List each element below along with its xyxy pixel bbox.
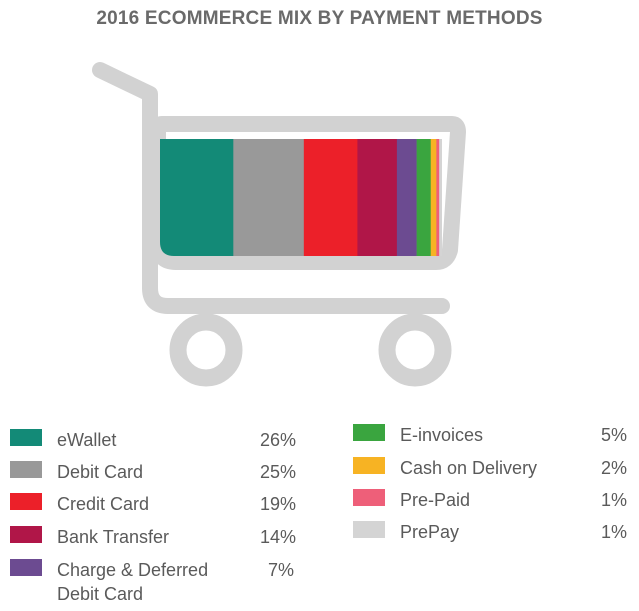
legend-label: Pre-Paid (400, 490, 471, 510)
legend-label: PrePay (400, 522, 460, 542)
legend-value: 1% (600, 490, 627, 510)
bar-segment-bank-transfer (357, 139, 398, 256)
legend-swatch (353, 521, 385, 538)
legend-swatch (10, 461, 42, 478)
chart-title: 2016 ECOMMERCE MIX BY PAYMENT METHODS (96, 8, 543, 29)
bar-segment-cash-on-delivery (430, 139, 437, 256)
legend-swatch (353, 424, 385, 441)
bar-segment-e-invoices (416, 139, 432, 256)
bar-segment-ewallet (160, 139, 234, 256)
legend-label: Debit Card (57, 462, 144, 482)
legend-value: 26% (259, 430, 296, 450)
legend-label: Credit Card (57, 494, 150, 514)
legend-label: Bank Transfer (57, 527, 170, 547)
legend-item-credit-card: Credit Card 19% (10, 492, 296, 518)
legend-value: 19% (259, 494, 296, 514)
cart-wheel-right (378, 313, 452, 387)
cart-frame (142, 160, 450, 314)
cart-basket (150, 116, 466, 270)
legend-item-debit-card: Debit Card 25% (10, 460, 296, 486)
legend-item-ewallet: eWallet 26% (10, 428, 296, 454)
legend-item-cash-on-delivery: Cash on Delivery 2% (353, 456, 627, 482)
stacked-bar (160, 139, 442, 256)
bar-segment-prepay (439, 139, 442, 256)
bar-segment-pre-paid (436, 139, 440, 256)
bar-segment-credit-card (303, 139, 358, 256)
legend-swatch (10, 559, 42, 576)
legend-item-charge-deferred-debit-card: Charge & Deferred Debit Card 7% (10, 558, 296, 604)
legend-swatch (10, 493, 42, 510)
cart-graphic (92, 62, 466, 387)
legend-item-prepay: PrePay 1% (353, 520, 627, 546)
cart-wheel-left (169, 313, 243, 387)
legend-item-pre-paid: Pre-Paid 1% (353, 488, 627, 514)
legend-value: 25% (259, 462, 296, 482)
legend-swatch (353, 457, 385, 474)
legend-label: E-invoices (400, 425, 484, 445)
bar-segment-debit-card (233, 139, 305, 256)
legend-item-bank-transfer: Bank Transfer 14% (10, 525, 296, 551)
bar-segment-charge-deferred-debit-card (396, 139, 417, 256)
legend-swatch (10, 429, 42, 446)
legend-item-e-invoices: E-invoices 5% (353, 423, 627, 449)
legend-value: 7% (267, 560, 294, 580)
legend-label: Charge & Deferred Debit Card (57, 560, 209, 604)
legend-value: 2% (600, 458, 627, 478)
legend-swatch (353, 489, 385, 506)
legend-label: eWallet (57, 430, 117, 450)
legend-swatch (10, 526, 42, 543)
legend-value: 1% (600, 522, 627, 542)
legend-value: 5% (600, 425, 627, 445)
legend-label: Cash on Delivery (400, 458, 538, 478)
cart-handle (92, 62, 158, 176)
legend-value: 14% (259, 527, 296, 547)
